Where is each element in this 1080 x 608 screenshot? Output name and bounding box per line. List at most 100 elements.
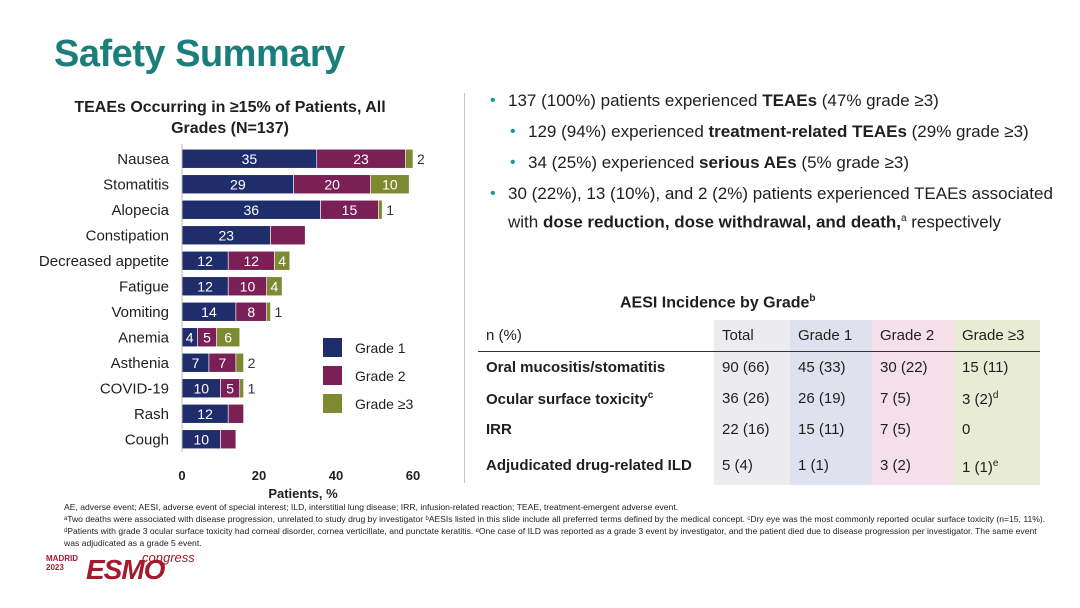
data-label: 15 — [342, 202, 358, 218]
aesi-row: Ocular surface toxicityc 36 (26) 26 (19) 7 … — [478, 383, 1040, 414]
data-label: 10 — [240, 278, 256, 294]
data-label: 10 — [382, 176, 398, 192]
data-label: 5 — [226, 380, 234, 396]
data-label: 14 — [201, 304, 217, 320]
bar-segment — [227, 403, 244, 424]
bullet-text: 129 (94%) experienced — [528, 122, 709, 141]
aesi-cell: 7 (5) — [872, 383, 954, 414]
aesi-cell: 26 (19) — [790, 383, 872, 414]
bar-segment — [216, 327, 241, 348]
data-label: 4 — [186, 329, 194, 345]
bullet-text: (29% grade ≥3) — [906, 122, 1029, 141]
bar-segment — [220, 429, 237, 450]
bullet-text: respectively — [906, 212, 1002, 232]
bar-segment — [239, 378, 244, 399]
category-label: COVID-19 — [100, 380, 169, 397]
vertical-divider — [464, 93, 465, 483]
x-tick-label: 40 — [329, 468, 343, 483]
aesi-row-label: IRR — [486, 421, 512, 438]
bar-segment — [404, 148, 414, 169]
data-label: 4 — [278, 253, 286, 269]
aesi-cell: 90 (66) — [714, 351, 790, 383]
aesi-cell: 15 (11) — [790, 414, 872, 445]
data-label: 5 — [203, 329, 211, 345]
data-label: 8 — [247, 304, 255, 320]
data-label: 35 — [242, 151, 258, 167]
bar-segment — [370, 174, 410, 195]
category-label: Vomiting — [111, 304, 169, 321]
aesi-cell: 36 (26) — [714, 383, 790, 414]
bullet-text: a — [900, 213, 907, 224]
aesi-row: Oral mucositis/stomatitis 90 (66) 45 (33) 3… — [478, 351, 1040, 383]
data-label: 4 — [271, 278, 279, 294]
chart-title: TEAEs Occurring in ≥15% of Patients, All… — [74, 99, 386, 137]
data-label: 10 — [193, 431, 209, 447]
bullet-text: (47% grade ≥3) — [817, 91, 939, 110]
x-axis-label: Patients, % — [268, 486, 338, 500]
logo-brand: ESMO — [86, 554, 165, 585]
bullet-text: 34 (25%) experienced — [528, 153, 700, 172]
logo-city: MADRID 2023 — [46, 554, 78, 572]
bullet-text: 137 (100%) patients experienced — [508, 91, 763, 110]
aesi-cell: 30 (22) — [872, 351, 954, 383]
aesi-cell: 7 (5) — [872, 414, 954, 445]
x-tick-label: 0 — [178, 468, 185, 483]
data-label: 23 — [218, 227, 234, 243]
category-label: Constipation — [86, 227, 169, 244]
category-label: Asthenia — [111, 355, 170, 372]
aesi-cell: 3 (2)d — [954, 383, 1040, 414]
aesi-header-grade3: Grade ≥3 — [954, 320, 1040, 352]
category-label: Stomatitis — [103, 176, 169, 193]
aesi-row-label: Adjudicated drug-related ILD — [486, 456, 692, 474]
aesi-header-grade1: Grade 1 — [790, 320, 872, 352]
footnote-abbreviations: AE, adverse event; AESI, adverse event o… — [64, 502, 679, 512]
category-label: Rash — [134, 406, 169, 423]
data-label: 2 — [417, 151, 425, 167]
legend-label: Grade 2 — [355, 368, 406, 384]
aesi-header-total: Total — [714, 320, 790, 352]
aesi-cell: 45 (33) — [790, 351, 872, 383]
bullet-text: 30 (22%), 13 (10%), and 2 (2%) patients … — [508, 184, 1053, 232]
aesi-row-label: Oral mucositis/stomatitis — [486, 359, 666, 376]
aesi-cell: 1 (1) — [790, 445, 872, 485]
data-label: 36 — [244, 202, 260, 218]
data-label: 7 — [219, 355, 227, 371]
data-label: 6 — [224, 329, 232, 345]
category-label: Decreased appetite — [39, 253, 169, 270]
aesi-header-grade2: Grade 2 — [872, 320, 954, 352]
bar-segment — [266, 276, 283, 297]
aesi-cell: 3 (2) — [872, 445, 954, 485]
bullet-dot-icon: • — [510, 123, 516, 140]
aesi-table-title: AESI Incidence by Gradeb — [620, 293, 816, 312]
bar-segment — [378, 199, 383, 220]
bar-segment — [266, 301, 271, 322]
category-label: Cough — [125, 431, 169, 448]
data-label: 12 — [197, 278, 213, 294]
footnote-details: ᵃTwo deaths were associated with disease… — [64, 514, 1046, 548]
bullet-item: • 129 (94%) experienced treatment-related… — [508, 119, 1058, 144]
aesi-row-label: Ocular surface toxicityc — [486, 389, 654, 408]
bullet-item: • 34 (25%) experienced serious AEs (5% gr… — [508, 150, 1058, 175]
data-label: 12 — [244, 253, 260, 269]
legend-label: Grade 1 — [355, 340, 406, 356]
bullet-text: (5% grade ≥3) — [796, 153, 910, 172]
bar-segment — [270, 225, 306, 246]
bullet-text: treatment-related TEAEs — [708, 122, 907, 141]
legend-swatch — [323, 394, 342, 413]
aesi-header-row: n (%) Total Grade 1 Grade 2 Grade ≥3 — [478, 320, 1040, 352]
bar-segment — [235, 352, 244, 373]
legend-label: Grade ≥3 — [355, 396, 413, 412]
bullet-dot-icon: • — [490, 185, 496, 202]
category-label: Nausea — [117, 151, 169, 168]
bullet-dot-icon: • — [490, 92, 496, 109]
x-tick-label: 60 — [406, 468, 420, 483]
bullet-dot-icon: • — [510, 154, 516, 171]
data-label: 12 — [197, 406, 213, 422]
category-label: Alopecia — [111, 202, 169, 219]
footnotes: AE, adverse event; AESI, adverse event o… — [64, 501, 1054, 549]
aesi-cell: 22 (16) — [714, 414, 790, 445]
aesi-cell: 0 — [954, 414, 1040, 445]
aesi-cell: 1 (1)e — [954, 445, 1040, 485]
legend-swatch — [323, 366, 342, 385]
